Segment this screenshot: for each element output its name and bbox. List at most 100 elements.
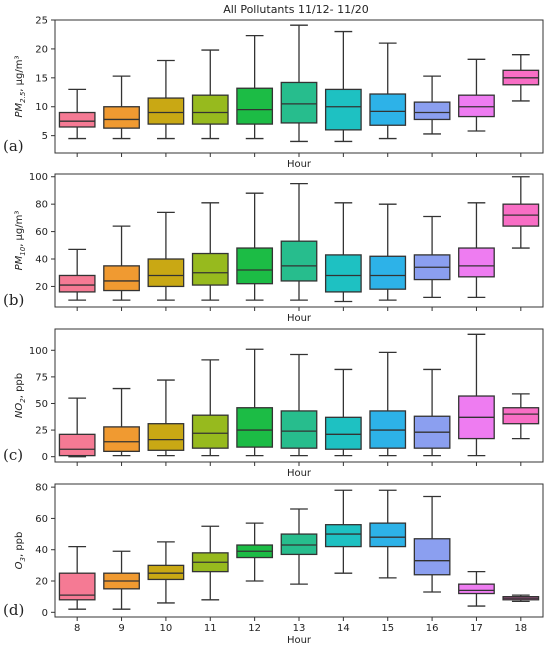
panel-label: (c) xyxy=(3,446,23,464)
box-hour-8 xyxy=(58,88,96,140)
iqr-box xyxy=(324,88,362,131)
y-tick-label: 60 xyxy=(35,227,48,238)
box-hour-15 xyxy=(369,203,407,301)
y-tick-label: 5 xyxy=(42,131,48,142)
y-tick-label: 80 xyxy=(35,200,48,211)
box-hour-15 xyxy=(369,351,407,457)
x-tick-label: 9 xyxy=(118,623,124,634)
iqr-box xyxy=(58,274,96,293)
y-tick-label: 20 xyxy=(35,44,48,55)
y-axis-title: PM10, μg/m³ xyxy=(14,211,27,271)
iqr-box xyxy=(324,524,362,548)
box-hour-9 xyxy=(103,387,140,457)
iqr-box xyxy=(369,255,407,290)
box-hour-12 xyxy=(236,522,274,582)
y-tick-label: 40 xyxy=(35,545,48,556)
x-tick-label: 13 xyxy=(293,623,306,634)
box-hour-9 xyxy=(103,550,140,610)
y-tick-label: 0 xyxy=(42,452,48,463)
box-hour-11 xyxy=(191,525,229,601)
box-hour-10 xyxy=(147,379,185,457)
y-axis-title-main: PM xyxy=(14,102,25,117)
iqr-box xyxy=(58,572,96,601)
y-axis-title-unit: , ppb xyxy=(14,373,25,398)
panel-label: (d) xyxy=(3,601,24,619)
box-hour-10 xyxy=(147,211,185,301)
box-hour-15 xyxy=(369,42,407,140)
y-axis-title-unit: , μg/m³ xyxy=(14,211,25,247)
iqr-box xyxy=(280,533,318,556)
box-hour-16 xyxy=(413,495,451,593)
box-hour-17 xyxy=(458,202,495,299)
panel-3: 0 25 50 75 100 Hour NO2, ppb (c) xyxy=(3,328,544,479)
box-hour-13 xyxy=(280,353,318,457)
x-tick-label: 14 xyxy=(337,623,350,634)
x-axis-title: Hour xyxy=(287,468,312,479)
iqr-box xyxy=(236,87,274,125)
iqr-box xyxy=(147,423,185,451)
box-hour-10 xyxy=(147,541,185,604)
y-tick-label: 60 xyxy=(35,514,48,525)
y-tick-label: 50 xyxy=(35,399,48,410)
box-hour-13 xyxy=(280,182,318,301)
x-tick-label: 12 xyxy=(248,623,261,634)
y-axis-title-sub: 3 xyxy=(19,557,27,561)
box-hour-12 xyxy=(236,192,274,301)
iqr-box xyxy=(502,407,540,425)
x-axis-title: Hour xyxy=(287,159,312,170)
y-tick-label: 20 xyxy=(35,282,48,293)
x-axis-title: Hour xyxy=(287,635,312,645)
y-axis-title-sub: 10 xyxy=(19,246,27,255)
iqr-box xyxy=(413,538,451,576)
x-tick-label: 17 xyxy=(470,623,483,634)
y-axis-title: NO2, ppb xyxy=(14,373,27,418)
iqr-box xyxy=(103,265,140,292)
iqr-box xyxy=(324,416,362,450)
panel-label: (a) xyxy=(3,137,24,155)
iqr-box xyxy=(458,583,495,595)
box-hour-14 xyxy=(324,30,362,143)
x-tick-label: 10 xyxy=(160,623,173,634)
iqr-box xyxy=(191,94,229,125)
box-hour-17 xyxy=(458,570,495,607)
panel-1: 5 10 15 20 25 Hour PM2.5, μg/m³ (a) xyxy=(3,16,544,170)
iqr-box xyxy=(191,414,229,449)
box-hour-17 xyxy=(458,333,495,457)
iqr-box xyxy=(236,247,274,285)
box-hour-10 xyxy=(147,59,185,140)
box-hour-9 xyxy=(103,75,140,140)
box-hour-8 xyxy=(58,248,96,301)
box-hour-14 xyxy=(324,202,362,303)
y-tick-label: 20 xyxy=(35,577,48,588)
iqr-box xyxy=(413,101,451,121)
y-tick-label: 100 xyxy=(29,172,48,183)
box-hour-8 xyxy=(58,545,96,610)
y-tick-label: 100 xyxy=(29,346,48,357)
box-hour-14 xyxy=(324,368,362,457)
y-tick-label: 15 xyxy=(35,73,48,84)
y-axis-title-sub: 2.5 xyxy=(19,91,27,103)
box-hour-12 xyxy=(236,34,274,140)
box-hour-16 xyxy=(413,75,451,135)
iqr-box xyxy=(324,254,362,293)
iqr-box xyxy=(369,522,407,548)
box-hour-11 xyxy=(191,359,229,457)
x-tick-label: 16 xyxy=(426,623,439,634)
box-hour-9 xyxy=(103,225,140,301)
box-hour-16 xyxy=(413,215,451,299)
iqr-box xyxy=(58,433,96,457)
x-tick-label: 18 xyxy=(514,623,527,634)
iqr-box xyxy=(458,247,495,278)
x-axis-title: Hour xyxy=(287,313,312,324)
x-tick-label: 15 xyxy=(381,623,394,634)
box-hour-8 xyxy=(58,397,96,458)
y-tick-label: 0 xyxy=(42,608,48,619)
y-tick-label: 75 xyxy=(35,372,48,383)
iqr-box xyxy=(280,240,318,282)
box-hour-17 xyxy=(458,58,495,132)
iqr-box xyxy=(458,94,495,118)
y-tick-label: 80 xyxy=(35,483,48,494)
box-hour-14 xyxy=(324,489,362,574)
box-hour-13 xyxy=(280,508,318,585)
